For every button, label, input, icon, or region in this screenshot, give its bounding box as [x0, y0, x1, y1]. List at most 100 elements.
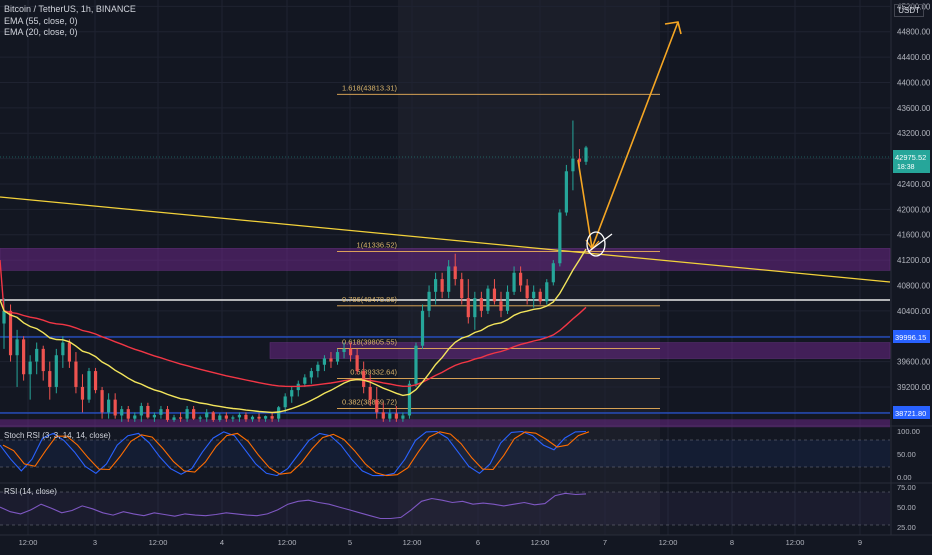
candle-body	[564, 171, 568, 213]
candle-body	[283, 396, 287, 408]
candle-body	[362, 371, 366, 387]
price-tick-label: 39200.00	[897, 383, 931, 392]
rsi-title: RSI (14, close)	[4, 487, 57, 496]
fib-level-label: 0.786(40478.86)	[342, 295, 398, 304]
candle-body	[54, 355, 58, 387]
candle-body	[479, 298, 483, 311]
candle-body	[185, 409, 189, 419]
candle-body	[433, 279, 438, 292]
time-tick-label: 9	[858, 538, 862, 547]
highlight-range	[398, 0, 660, 535]
candle-body	[407, 383, 412, 416]
price-tick-label: 44400.00	[897, 53, 931, 62]
candle-body	[368, 386, 372, 400]
time-tick-label: 6	[476, 538, 480, 547]
candle-body	[224, 415, 228, 419]
fib-level-label: 0.618(39805.55)	[342, 338, 398, 347]
retest-mark	[587, 233, 613, 253]
candle-body	[165, 409, 170, 420]
candle-body	[231, 417, 235, 419]
candle-body	[440, 279, 444, 292]
retest-circle	[586, 231, 606, 257]
rsi-tick-label: 75.00	[897, 483, 916, 492]
time-tick-label: 12:00	[403, 538, 422, 547]
candle-body	[427, 291, 431, 311]
candle-body	[15, 339, 19, 356]
currency-label[interactable]: USDT	[894, 4, 924, 17]
candle-body	[558, 212, 562, 264]
blue-price-label-bg	[893, 330, 930, 343]
price-tick-label: 42000.00	[897, 205, 931, 214]
candle-body	[67, 342, 71, 362]
price-tick-label: 40400.00	[897, 307, 931, 316]
candle-body	[329, 358, 333, 362]
candle-body	[303, 377, 307, 384]
candle-body	[8, 310, 13, 356]
time-tick-label: 4	[220, 538, 224, 547]
candle-body	[257, 416, 261, 419]
stoch-title: Stoch RSI (3, 3, 14, 14, close)	[4, 431, 111, 440]
time-tick-label: 5	[348, 538, 352, 547]
time-tick-label: 7	[603, 538, 607, 547]
price-tick-label: 41200.00	[897, 256, 931, 265]
candle-body	[420, 310, 425, 346]
time-tick-label: 12:00	[278, 538, 297, 547]
candle-body	[447, 266, 451, 292]
candle-body	[525, 285, 529, 299]
candle-body	[126, 409, 130, 419]
candle-body	[35, 348, 39, 362]
candle-body	[139, 405, 143, 416]
price-tick-label: 39600.00	[897, 358, 931, 367]
candle-body	[394, 413, 398, 419]
candle-body	[61, 342, 65, 356]
current-price-label: 42975.52	[895, 153, 926, 162]
stoch-band	[0, 440, 890, 467]
candle-body	[335, 352, 340, 362]
candle-body	[211, 412, 215, 420]
ema55-legend[interactable]: EMA (55, close, 0)	[4, 16, 78, 26]
price-tick-label: 44000.00	[897, 78, 931, 87]
time-tick-label: 12:00	[659, 538, 678, 547]
time-tick-label: 8	[730, 538, 734, 547]
resistance-zone	[0, 248, 891, 271]
candle-body	[244, 414, 248, 420]
candle-body	[100, 390, 104, 413]
candle-body	[277, 407, 281, 419]
candle-body	[93, 371, 98, 391]
candle-body	[2, 310, 6, 324]
candle-body	[270, 416, 274, 419]
candle-body	[519, 272, 523, 286]
candle-body	[551, 263, 555, 283]
candle-body	[74, 361, 78, 387]
candle-body	[250, 416, 255, 420]
candle-body	[159, 409, 163, 415]
candle-body	[375, 399, 379, 413]
candle-body	[290, 390, 294, 397]
ema55-line	[0, 259, 587, 388]
support-zone	[269, 342, 891, 359]
time-tick-label: 12:00	[531, 538, 550, 547]
projection-arrowhead	[664, 21, 682, 35]
ema20-legend[interactable]: EMA (20, close, 0)	[4, 27, 78, 37]
candle-body	[401, 415, 405, 419]
candle-body	[545, 282, 549, 302]
blue-price-label: 38721.80	[895, 409, 926, 418]
symbol-title[interactable]: Bitcoin / TetherUS, 1h, BINANCE	[4, 4, 136, 14]
candle-body	[41, 348, 45, 372]
price-tick-label: 40800.00	[897, 281, 931, 290]
rsi-tick-label: 25.00	[897, 523, 916, 532]
candle-body	[584, 147, 588, 162]
stoch-k-line	[0, 430, 587, 477]
candle-body	[133, 415, 137, 419]
candle-body	[381, 412, 385, 419]
fib-level-label: 1(41336.52)	[357, 240, 398, 249]
candle-body	[512, 272, 516, 292]
price-tick-label: 43200.00	[897, 129, 931, 138]
stoch-tick-label: 50.00	[897, 450, 916, 459]
candle-body	[48, 371, 52, 387]
candle-body	[146, 405, 150, 418]
blue-price-label: 39996.15	[895, 333, 926, 342]
rsi-tick-label: 50.00	[897, 503, 916, 512]
